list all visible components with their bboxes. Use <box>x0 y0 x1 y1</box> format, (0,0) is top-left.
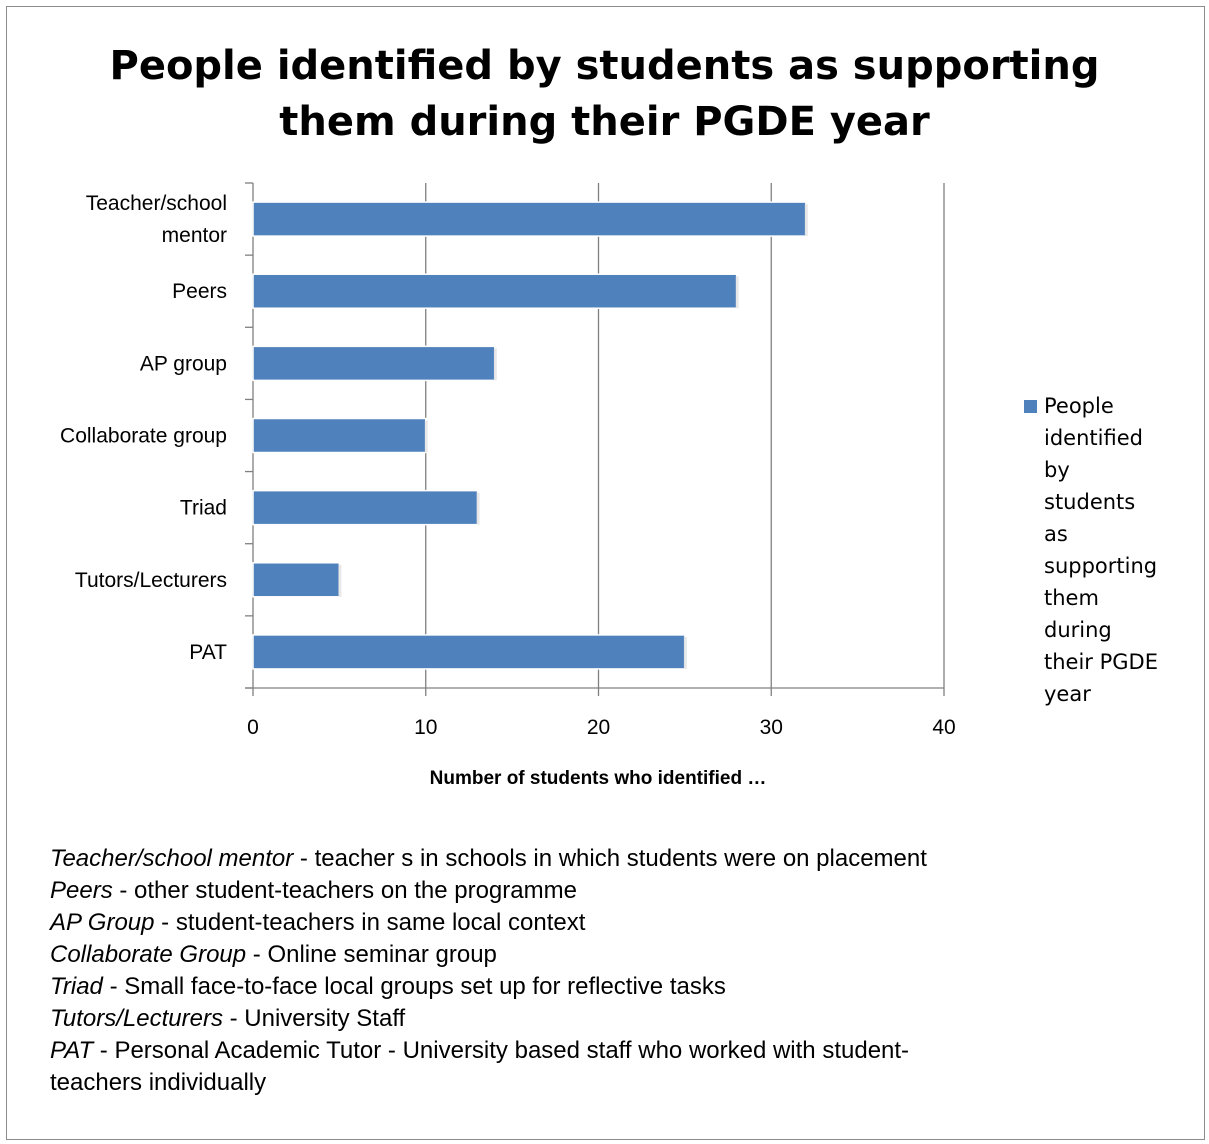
category-label: Triad <box>180 497 227 520</box>
category-label: Collaborate group <box>60 425 227 448</box>
legend: People identified by students as support… <box>1024 390 1174 710</box>
note-term: AP Group <box>50 909 155 936</box>
bar <box>252 273 738 309</box>
note-desc: - other student-teachers on the programm… <box>112 877 577 904</box>
note-term: Triad <box>50 973 103 1000</box>
notes: Teacher/school mentor - teacher s in sch… <box>50 843 1170 1099</box>
x-tick-label: 40 <box>932 716 955 739</box>
bar <box>252 634 686 670</box>
category-label: Peers <box>172 280 227 303</box>
note-line: teachers individually <box>50 1067 1170 1099</box>
note-line: Collaborate Group - Online seminar group <box>50 939 1170 971</box>
category-label: PAT <box>189 641 227 664</box>
x-tick-label: 10 <box>414 716 437 739</box>
category-label: Teacher/school <box>86 192 227 215</box>
note-line: Triad - Small face-to-face local groups … <box>50 971 1170 1003</box>
x-tick-label: 20 <box>587 716 610 739</box>
bar <box>252 489 479 526</box>
bar-shadow <box>338 564 342 597</box>
chart-title-line: them during their PGDE year <box>279 99 930 145</box>
category-label: Tutors/Lecturers <box>75 569 227 592</box>
bar <box>252 345 496 382</box>
bar-shadow <box>476 492 480 525</box>
note-line: Teacher/school mentor - teacher s in sch… <box>50 843 1170 875</box>
chart-title: People identified by students as support… <box>0 38 1209 150</box>
note-term: Peers <box>50 877 113 904</box>
note-desc: - Small face-to-face local groups set up… <box>102 973 726 1000</box>
note-desc: - Personal Academic Tutor - University b… <box>93 1037 910 1064</box>
legend-label: People identified by students as support… <box>1044 394 1158 706</box>
bar-chart: Teacher/school mentor Peers AP group Collabo… <box>60 182 956 789</box>
bar <box>252 417 427 454</box>
bar-shadow <box>683 636 687 669</box>
note-line: Peers - other student-teachers on the pr… <box>50 875 1170 907</box>
note-line: PAT - Personal Academic Tutor - Universi… <box>50 1035 1170 1067</box>
note-desc: - student-teachers in same local context <box>154 909 586 936</box>
legend-swatch <box>1024 400 1037 413</box>
bar-shadow <box>804 204 808 237</box>
note-desc: - Online seminar group <box>246 941 497 968</box>
note-term: PAT <box>50 1037 94 1064</box>
note-term: Collaborate Group <box>50 941 247 968</box>
chart-title-line: People identified by students as support… <box>109 43 1100 89</box>
category-label: AP group <box>140 352 227 375</box>
note-line: AP Group - student-teachers in same loca… <box>50 907 1170 939</box>
x-tick-label: 30 <box>760 716 783 739</box>
note-line: Tutors/Lecturers - University Staff <box>50 1003 1170 1035</box>
chart-frame <box>6 6 1205 1140</box>
bar-shadow <box>424 420 428 453</box>
x-axis-title: Number of students who identified … <box>430 768 767 789</box>
note-desc: teachers individually <box>50 1069 267 1096</box>
note-desc: - University Staff <box>222 1005 406 1032</box>
bar <box>252 201 807 237</box>
bar <box>252 562 341 598</box>
note-term: Teacher/school mentor <box>50 845 294 872</box>
bar-shadow <box>493 348 497 381</box>
x-tick-label: 0 <box>247 716 259 739</box>
category-label: mentor <box>162 224 227 247</box>
note-desc: - teacher s in schools in which students… <box>293 845 927 872</box>
note-term: Tutors/Lecturers <box>50 1005 223 1032</box>
bar-shadow <box>735 276 739 309</box>
